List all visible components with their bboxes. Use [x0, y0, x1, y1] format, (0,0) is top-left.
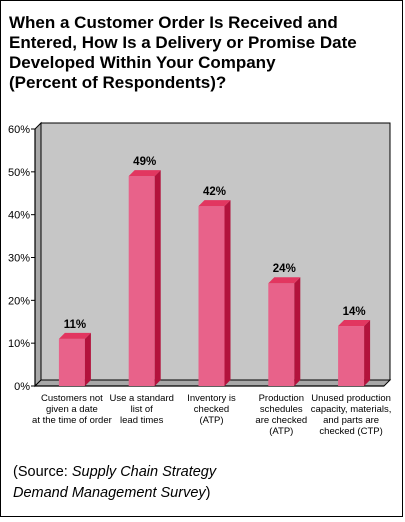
y-tick-label: 30% [8, 253, 30, 265]
category-label: list of [131, 404, 154, 415]
category-label: and parts are [323, 415, 379, 426]
bar-top [268, 277, 301, 284]
bar [128, 170, 161, 386]
category-label: checked (CTP) [319, 426, 382, 437]
category-label: (ATP) [269, 426, 293, 437]
bar-side [224, 200, 231, 386]
bar-front [58, 338, 85, 386]
bar-front [338, 326, 365, 386]
category-label: Customers not [41, 393, 103, 404]
y-tick-label: 50% [8, 167, 30, 179]
category-label: at the time of order [32, 415, 112, 426]
value-label: 42% [203, 186, 226, 198]
y-axis: 0% 10% 20% 30% 40% 50% 60% [8, 124, 35, 393]
category-label: capacity, materials, [311, 404, 392, 415]
bar [268, 277, 301, 386]
bar [338, 320, 371, 386]
category-label: given a date [46, 404, 98, 415]
bar-top [128, 170, 161, 177]
bar [198, 200, 231, 386]
y-tick-label: 10% [8, 338, 30, 350]
bars [58, 170, 371, 386]
source-prefix: (Source: [13, 464, 72, 480]
bar-side [294, 277, 301, 386]
source-name-line2: Demand Management Survey [13, 485, 206, 501]
bar-top [338, 320, 371, 327]
y-tick-label: 60% [8, 124, 30, 136]
y-tick-label: 0% [14, 381, 30, 393]
category-label: schedules [260, 404, 303, 415]
bar-top [198, 200, 231, 207]
value-label: 14% [343, 306, 366, 318]
value-label: 11% [64, 319, 86, 331]
category-label: Unused production [311, 393, 391, 404]
value-label: 49% [133, 156, 156, 168]
bar-front [128, 176, 155, 386]
plot-side-wall [34, 121, 42, 388]
value-label: 24% [273, 263, 296, 275]
y-tick-label: 20% [8, 295, 30, 307]
category-label: checked [194, 404, 229, 415]
bar-side [364, 320, 371, 386]
source-note: (Source: Supply Chain Strategy Demand Ma… [13, 462, 393, 504]
value-labels: 11% 49% 42% 24% 14% [64, 156, 366, 331]
category-label: (ATP) [199, 415, 223, 426]
category-label: are checked [255, 415, 307, 426]
bar-side [154, 170, 161, 386]
y-tick-label: 40% [8, 210, 30, 222]
category-label: lead times [120, 415, 164, 426]
category-label: Use a standard [109, 393, 173, 404]
bar-top [58, 332, 91, 339]
category-label: Production [259, 393, 304, 404]
bar-side [84, 332, 91, 386]
source-suffix: ) [205, 485, 211, 501]
chart-title: When a Customer Order Is Received and En… [9, 13, 357, 92]
bar-front [198, 206, 225, 386]
bar-front [268, 283, 295, 386]
bar [58, 332, 91, 386]
category-label: Inventory is [187, 393, 236, 404]
source-name-line1: Supply Chain Strategy [71, 464, 217, 480]
